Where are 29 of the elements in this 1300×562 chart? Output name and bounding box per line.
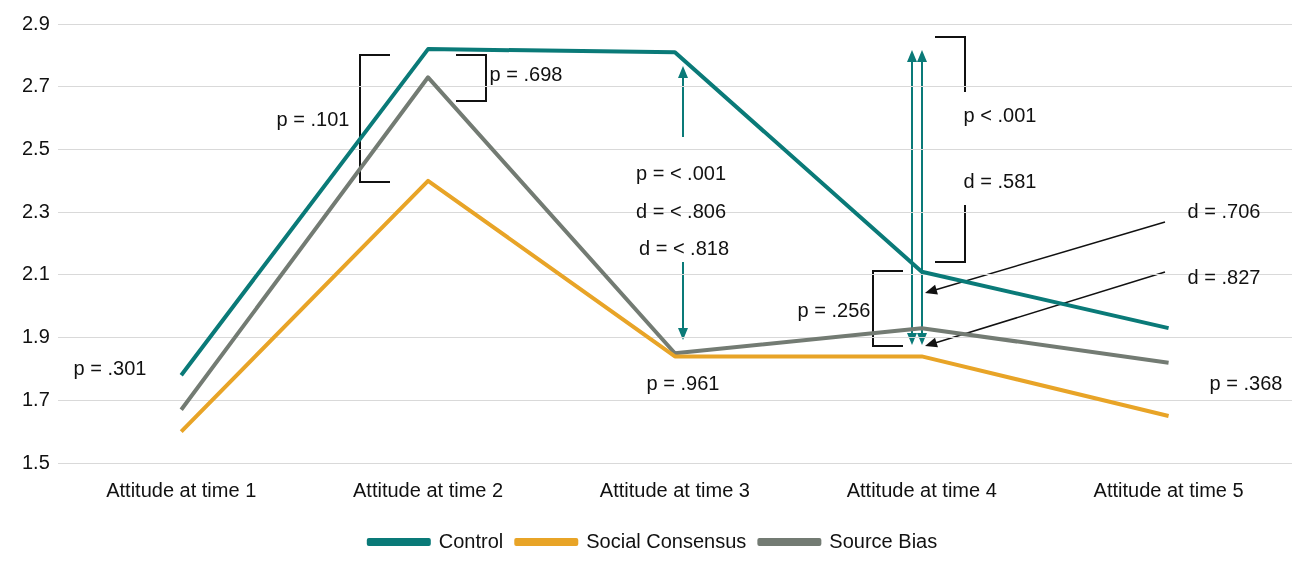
annotation: p = .256	[797, 298, 871, 321]
x-tick-label: Attitude at time 3	[599, 478, 750, 501]
legend-label: Source Bias	[829, 529, 938, 552]
annotation: d = < .818	[638, 236, 730, 259]
annotation: p = .101	[276, 107, 350, 130]
y-tick-label: 2.9	[21, 11, 50, 34]
annotation: d = .706	[1187, 199, 1261, 222]
legend-label: Social Consensus	[586, 529, 747, 552]
y-tick-label: 2.3	[21, 199, 50, 222]
annotation: p = .961	[646, 371, 720, 394]
annotation: p = .368	[1209, 371, 1283, 394]
y-tick-label: 1.7	[21, 387, 50, 410]
x-tick-label: Attitude at time 1	[106, 478, 257, 501]
x-tick-label: Attitude at time 5	[1093, 478, 1244, 501]
x-tick-label: Attitude at time 2	[353, 478, 504, 501]
annotation: d = .581	[963, 169, 1037, 192]
annotation: p = < .001	[635, 161, 727, 184]
y-tick-label: 1.5	[21, 450, 50, 473]
y-tick-label: 1.9	[21, 325, 50, 348]
annotation: p = .698	[489, 62, 563, 85]
y-tick-label: 2.5	[21, 136, 50, 159]
y-tick-label: 2.1	[21, 262, 50, 285]
annotation: p < .001	[963, 103, 1037, 126]
annotation: d = < .806	[635, 199, 727, 222]
annotation: p = .301	[73, 356, 147, 379]
annotation: d = .827	[1187, 265, 1261, 288]
y-tick-label: 2.7	[21, 74, 50, 97]
x-tick-label: Attitude at time 4	[846, 478, 997, 501]
legend-label: Control	[438, 529, 504, 552]
